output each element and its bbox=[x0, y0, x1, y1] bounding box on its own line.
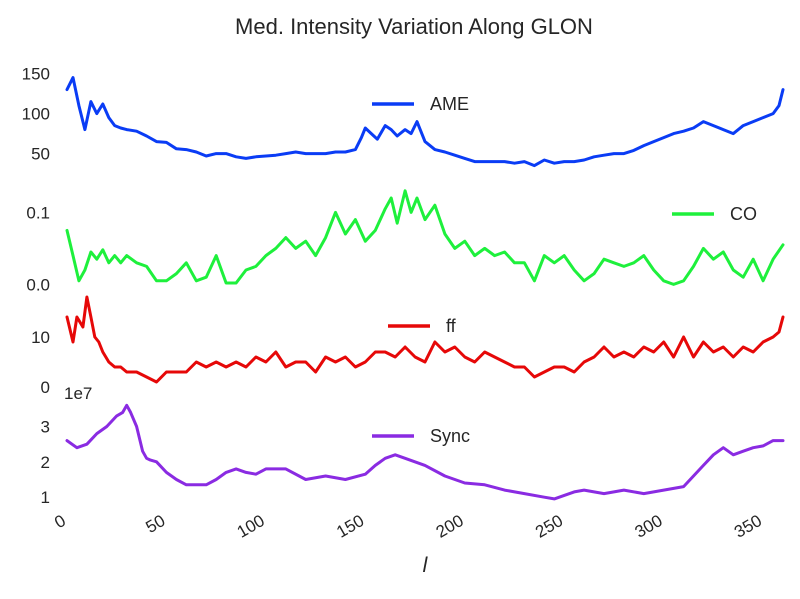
panels: 50 100 150 AME 0.0 0.1 CO 0 10 ff 1 2 3 1e7 Sync bbox=[22, 65, 785, 507]
ytick-label-co: 0.0 bbox=[26, 275, 50, 294]
legend-label-ame: AME bbox=[430, 94, 469, 114]
series-line-sync bbox=[65, 403, 785, 501]
xtick-label: 150 bbox=[333, 511, 367, 542]
xtick-label: 100 bbox=[234, 511, 268, 542]
xtick-label: 50 bbox=[143, 511, 169, 537]
ytick-label-ff: 0 bbox=[41, 378, 50, 397]
x-axis: 0 50 100 150 200 250 300 350 bbox=[51, 511, 765, 542]
ytick-label-sync: 3 bbox=[41, 418, 50, 437]
xtick-label: 350 bbox=[731, 511, 765, 542]
panel-ame: 50 100 150 AME bbox=[22, 65, 785, 168]
xtick-label: 0 bbox=[51, 511, 69, 532]
chart-title: Med. Intensity Variation Along GLON bbox=[235, 14, 593, 39]
series-line-ff bbox=[65, 295, 785, 384]
panel-co: 0.0 0.1 CO bbox=[26, 189, 785, 294]
series-line-ame bbox=[65, 76, 785, 168]
panel-ff: 0 10 ff bbox=[31, 295, 785, 397]
panel-sync: 1 2 3 1e7 Sync bbox=[41, 384, 785, 507]
ytick-label-ame: 100 bbox=[22, 105, 50, 124]
ytick-label-sync: 1 bbox=[41, 488, 50, 507]
legend-label-ff: ff bbox=[446, 316, 457, 336]
ytick-label-sync: 2 bbox=[41, 453, 50, 472]
legend-label-sync: Sync bbox=[430, 426, 470, 446]
xtick-label: 250 bbox=[532, 511, 566, 542]
ytick-label-ff: 10 bbox=[31, 328, 50, 347]
xtick-label: 300 bbox=[632, 511, 666, 542]
x-axis-label: l bbox=[423, 554, 429, 577]
ytick-label-ame: 50 bbox=[31, 145, 50, 164]
xtick-label: 200 bbox=[433, 511, 467, 542]
ytick-label-co: 0.1 bbox=[26, 203, 50, 222]
y-offset-label: 1e7 bbox=[64, 384, 92, 403]
ytick-label-ame: 150 bbox=[22, 65, 50, 84]
series-line-co bbox=[65, 189, 785, 286]
legend-label-co: CO bbox=[730, 204, 757, 224]
